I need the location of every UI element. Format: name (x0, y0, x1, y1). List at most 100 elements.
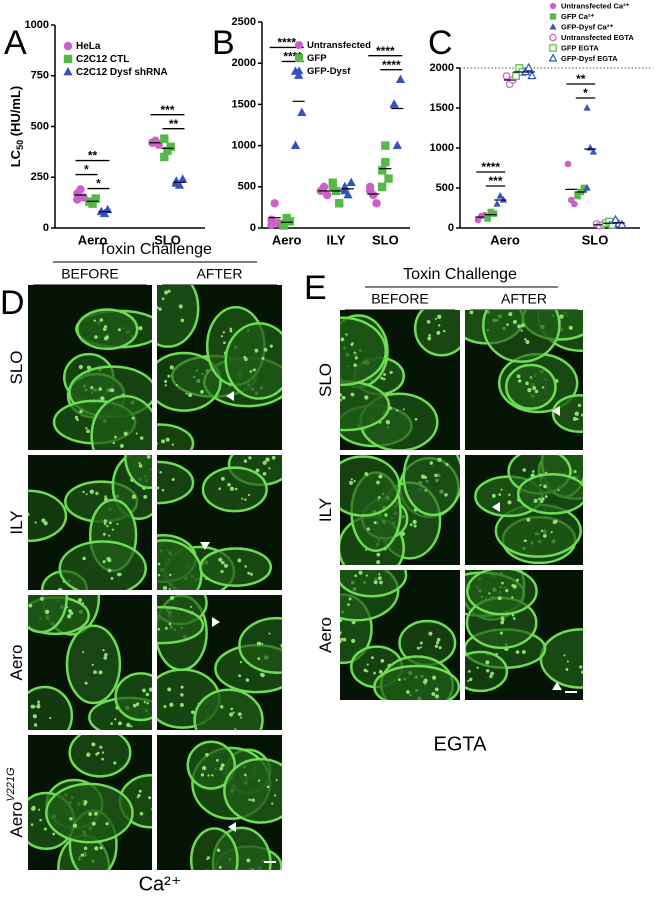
y-tick-label: 1500 (430, 102, 454, 114)
vesicle (218, 557, 223, 562)
vesicle (113, 761, 117, 765)
vesicle (517, 324, 522, 329)
vesicle (220, 476, 225, 481)
vesicle (383, 372, 386, 376)
vesicle (348, 480, 354, 485)
vesicle (538, 497, 541, 501)
data-point (617, 219, 627, 229)
vesicle (389, 370, 393, 375)
vesicle (28, 512, 30, 517)
vesicle (560, 450, 563, 453)
x-tick-label: Aero (272, 232, 302, 247)
vesicle (511, 613, 515, 617)
vesicle (249, 871, 252, 874)
data-point (499, 196, 508, 203)
vesicle (261, 356, 265, 360)
vesicle (592, 481, 595, 484)
x-tick-label: Aero (490, 232, 520, 247)
micrograph (327, 310, 460, 450)
vesicle (358, 570, 363, 575)
data-point (88, 199, 97, 208)
significance-label: * (84, 163, 89, 177)
significance-label: *** (160, 103, 174, 117)
data-point (484, 215, 491, 222)
vesicle (80, 853, 84, 857)
vesicle (243, 459, 248, 463)
vesicle (190, 605, 193, 608)
vesicle (185, 392, 188, 395)
vesicle (576, 417, 579, 421)
vesicle (58, 587, 63, 590)
vesicle (245, 678, 250, 682)
vesicle (96, 751, 100, 755)
vesicle (573, 470, 577, 473)
vesicle (39, 818, 42, 822)
vesicle (157, 442, 158, 445)
vesicle (435, 641, 440, 645)
vesicle (117, 572, 121, 577)
condition-label: EGTA (434, 733, 488, 755)
vesicle (350, 392, 355, 397)
y-tick-label: 500 (436, 182, 454, 194)
vesicle (135, 702, 139, 706)
data-point (502, 72, 511, 80)
vesicle (347, 603, 350, 606)
vesicle (69, 817, 73, 821)
vesicle (164, 290, 169, 295)
y-tick-label: 500 (238, 181, 256, 193)
y-tick-label: 1000 (430, 142, 454, 154)
data-point (323, 190, 332, 200)
vesicle (107, 568, 112, 573)
legend-label: Untransfected EGTA (561, 33, 634, 42)
data-point (103, 204, 113, 214)
vesicle (37, 700, 40, 704)
vesicle (380, 376, 384, 380)
vesicle (428, 334, 431, 337)
data-point (160, 152, 169, 162)
vesicle (234, 728, 237, 730)
y-tick-label: 0 (250, 222, 256, 234)
row-label: Aero (316, 617, 335, 653)
significance-label: ** (576, 72, 586, 86)
vesicle (378, 573, 381, 576)
vesicle (67, 591, 71, 595)
vesicle (575, 310, 578, 311)
vesicle (327, 414, 330, 417)
vesicle (581, 305, 583, 307)
cell (201, 466, 268, 513)
vesicle (396, 409, 399, 412)
data-point (527, 70, 537, 80)
y-tick-label: 0 (448, 222, 454, 234)
vesicle (162, 585, 168, 590)
legend-label: GFP-Dysf (307, 66, 351, 77)
vesicle (508, 493, 511, 496)
vesicle (497, 596, 502, 601)
vesicle (223, 563, 228, 568)
vesicle (139, 811, 144, 816)
vesicle (77, 598, 83, 603)
vesicle (222, 869, 223, 870)
vesicle (563, 654, 566, 657)
vesicle (84, 681, 88, 685)
vesicle (93, 670, 97, 675)
vesicle (583, 409, 586, 412)
vesicle (131, 416, 135, 420)
vesicle (161, 297, 165, 300)
panel-label: E (304, 269, 327, 307)
cell (402, 455, 460, 517)
vesicle (416, 646, 420, 650)
data-point (490, 210, 498, 217)
vesicle (437, 324, 441, 327)
cell (199, 547, 273, 588)
vesicle (117, 721, 122, 726)
panel-label: B (212, 24, 235, 62)
column-label: BEFORE (371, 291, 429, 307)
vesicle (103, 519, 108, 523)
vesicle (106, 525, 109, 528)
vesicle (151, 808, 152, 811)
vesicle (157, 306, 159, 310)
arrowhead (552, 682, 562, 690)
vesicle (67, 614, 72, 619)
vesicle (593, 659, 596, 662)
arrowhead (228, 822, 236, 832)
